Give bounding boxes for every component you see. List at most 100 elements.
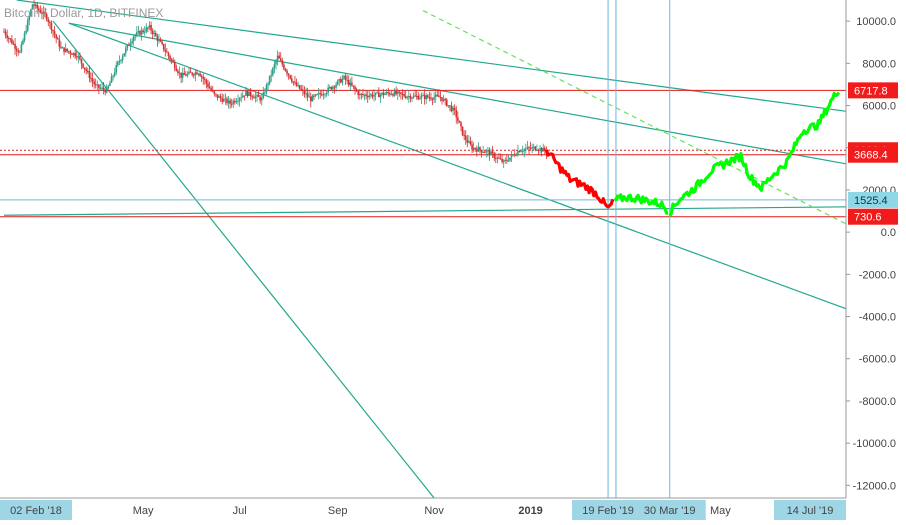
candle-body: [526, 147, 529, 149]
candle-body: [463, 135, 465, 137]
candle-body: [99, 88, 102, 90]
candle-body: [396, 91, 399, 94]
candle-body: [137, 30, 140, 33]
candle-body: [186, 73, 189, 76]
candle-body: [185, 74, 187, 76]
candle-body: [457, 117, 459, 121]
candle-body: [316, 94, 318, 96]
level-badge: [848, 208, 898, 225]
candle-body: [469, 141, 472, 145]
candle-body: [123, 53, 125, 57]
candle-body: [311, 95, 314, 102]
candle-body: [232, 100, 235, 105]
candle-body: [25, 30, 27, 34]
candle-body: [216, 94, 219, 98]
x-tick-badge: [774, 500, 846, 520]
candle-body: [6, 35, 8, 39]
candle-body: [64, 48, 67, 53]
candle-body: [297, 85, 299, 87]
candle-body: [183, 72, 186, 75]
candle-body: [75, 56, 78, 58]
candle-body: [248, 91, 250, 97]
candle-body: [494, 158, 497, 160]
trendline: [52, 20, 435, 499]
level-badge-label: 1525.4: [854, 195, 888, 207]
candle-body: [241, 95, 244, 98]
time-axis[interactable]: 02 Feb '18 May Jul Sep Nov 2019 19 Feb '19 30 M…: [0, 497, 906, 525]
candle-body: [389, 93, 391, 95]
candle-body: [162, 43, 165, 50]
candle-body: [199, 73, 201, 77]
candle-body: [322, 94, 325, 96]
candle-body: [276, 55, 279, 61]
x-tick-label: 2019: [518, 505, 542, 517]
candle-body: [479, 147, 481, 151]
candle-body: [531, 147, 533, 149]
candle-body: [419, 98, 421, 100]
candle-body: [347, 80, 350, 86]
candle-body: [302, 89, 304, 91]
candle-body: [515, 154, 518, 156]
candle-body: [180, 72, 182, 78]
trendline: [3, 206, 851, 216]
candle-body: [82, 63, 84, 68]
candle-body: [45, 14, 48, 20]
candle-body: [143, 31, 146, 33]
candle-body: [499, 158, 502, 160]
candle-body: [105, 88, 108, 93]
candle-body: [91, 78, 94, 82]
candle-body: [9, 38, 12, 40]
price-axis[interactable]: 10000.08000.06000.04000.02000.00.0-2000.…: [845, 0, 906, 498]
dashed-projection-line: [422, 10, 851, 227]
candle-body: [173, 62, 176, 69]
candle-body: [368, 95, 371, 98]
candle-body: [458, 120, 461, 123]
candle-body: [72, 52, 75, 55]
candle-body: [392, 94, 394, 96]
candle-body: [450, 105, 453, 111]
candle-body: [243, 95, 246, 97]
candle-body: [452, 107, 454, 111]
symbol-title: Bitcoin / Dollar, 1D, BITFINEX: [4, 6, 164, 20]
candle-body: [300, 88, 303, 90]
candle-body: [517, 150, 519, 155]
candle-body: [90, 77, 92, 79]
candle-body: [441, 97, 443, 101]
candle-body: [19, 51, 21, 53]
candle-body: [506, 159, 508, 161]
candle-body: [303, 90, 306, 95]
candle-body: [93, 81, 95, 85]
candle-body: [420, 95, 423, 99]
candle-body: [521, 151, 524, 153]
candle-body: [507, 160, 510, 162]
candle-body: [278, 55, 280, 59]
candle-body: [370, 94, 372, 96]
candle-body: [26, 20, 29, 31]
x-tick-label: 30 Mar '19: [644, 505, 696, 517]
candle-body: [164, 49, 167, 52]
candle-body: [366, 96, 369, 98]
candle-body: [20, 44, 23, 52]
candle-body: [426, 95, 429, 98]
candle-body: [246, 90, 249, 97]
candle-body: [398, 91, 401, 93]
candle-body: [223, 98, 225, 102]
candle-body: [151, 30, 154, 35]
candle-body: [267, 83, 269, 85]
candle-body: [412, 95, 415, 98]
candle-body: [509, 157, 511, 161]
candle-body: [118, 60, 121, 62]
candle-body: [468, 141, 470, 143]
candle-body: [204, 78, 206, 81]
candle-body: [491, 151, 494, 154]
candle-body: [525, 148, 527, 150]
candle-body: [286, 70, 288, 74]
candle-body: [131, 41, 133, 44]
y-tick-label: -8000.0: [859, 396, 896, 408]
candle-body: [23, 33, 26, 41]
candle-body: [373, 95, 375, 97]
candle-body: [542, 147, 545, 152]
candle-body: [529, 147, 532, 149]
candle-body: [272, 68, 274, 75]
